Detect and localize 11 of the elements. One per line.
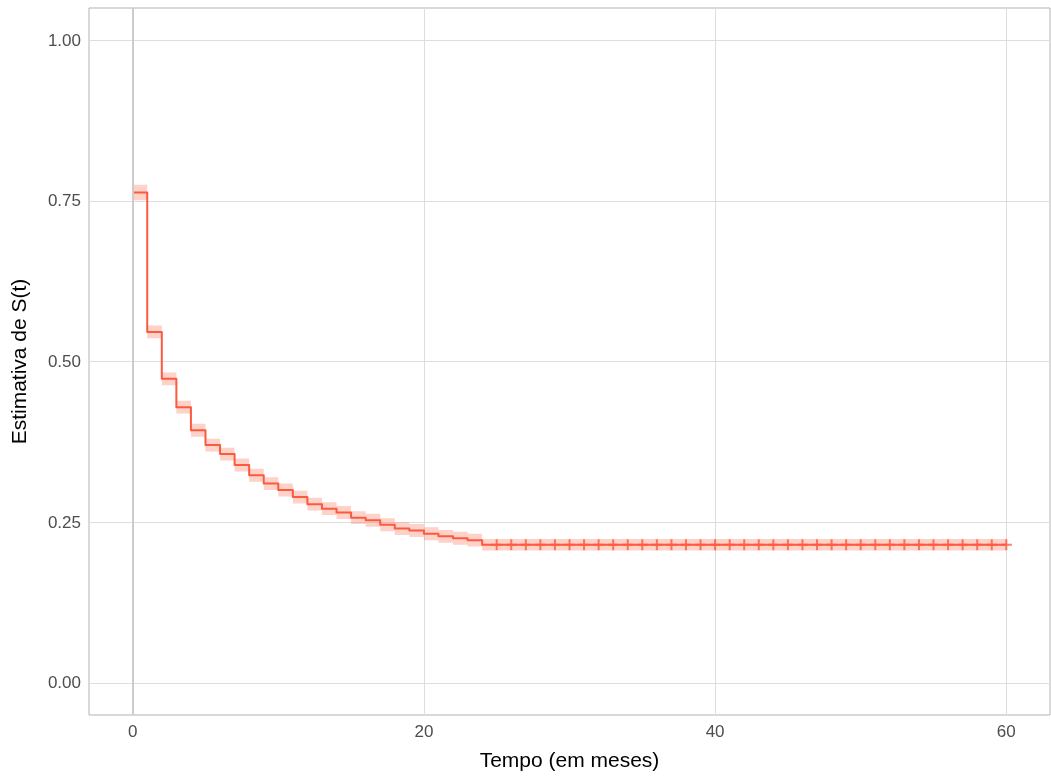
y-tick-label: 0.25 — [47, 512, 81, 532]
y-axis-title: Estimativa de S(t) — [7, 278, 30, 445]
x-tick-label: 20 — [414, 722, 434, 741]
x-axis-title: Tempo (em meses) — [479, 748, 660, 771]
x-tick-label: 40 — [705, 722, 725, 741]
y-tick-label: 0.50 — [47, 352, 81, 371]
y-tick-label: 1.00 — [47, 30, 81, 50]
y-tick-label: 0.00 — [47, 673, 81, 693]
x-tick-label: 60 — [996, 722, 1016, 741]
y-tick-label: 0.75 — [47, 191, 81, 211]
x-tick-label: 0 — [127, 722, 138, 741]
